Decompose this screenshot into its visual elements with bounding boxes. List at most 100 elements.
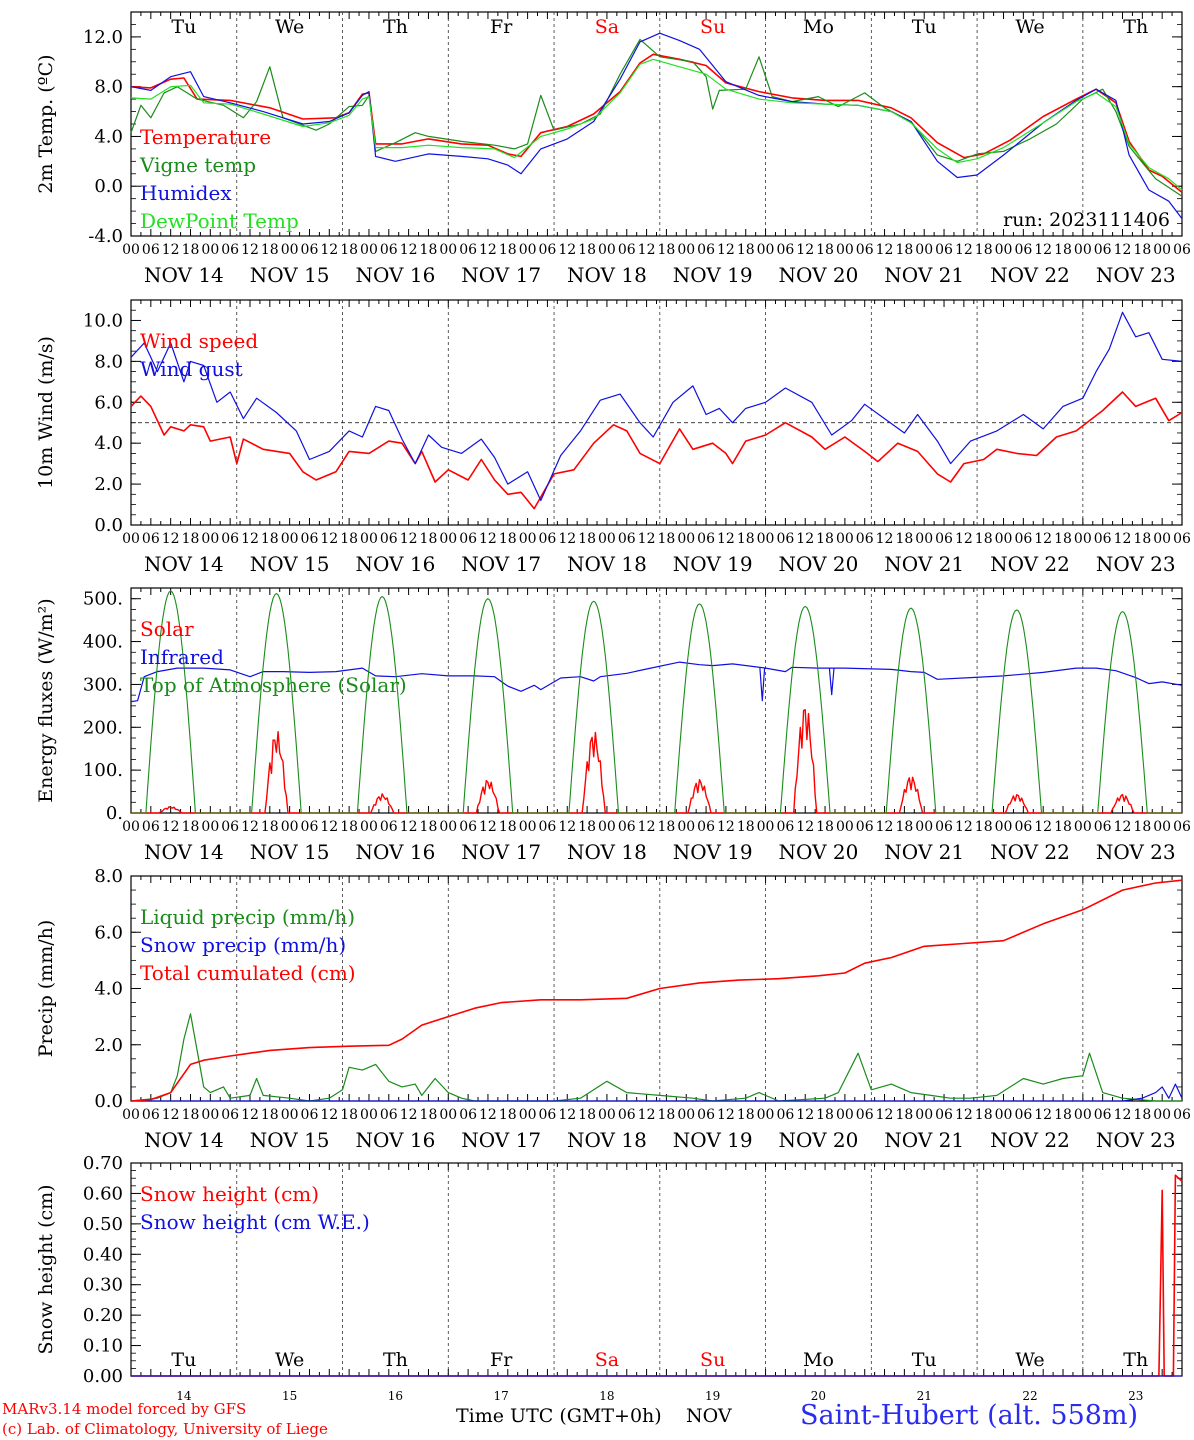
hour-tick-label: 06 (856, 1107, 874, 1123)
date-label: NOV 21 (884, 840, 964, 864)
hour-tick-label: 06 (776, 819, 794, 835)
hour-tick-label: 12 (955, 531, 973, 547)
hour-tick-label: 06 (459, 819, 477, 835)
hour-tick-label: 06 (856, 242, 874, 258)
hour-tick-label: 12 (479, 242, 497, 258)
series-snow-precip-mm-h (131, 1083, 1183, 1102)
series-dewpoint-temp (130, 58, 1183, 191)
hour-tick-label: 18 (578, 531, 596, 547)
hour-tick-label: 12 (320, 531, 338, 547)
hour-tick-label: 18 (1133, 819, 1151, 835)
hour-tick-label: 06 (380, 531, 398, 547)
day-number-label: 15 (282, 1389, 297, 1400)
hour-tick-label: 18 (340, 819, 358, 835)
day-number-label: 22 (1022, 1389, 1037, 1400)
hour-tick-label: 12 (876, 531, 894, 547)
hour-tick-label: 18 (261, 1107, 279, 1123)
hour-tick-label: 12 (796, 531, 814, 547)
hour-tick-label: 18 (816, 1107, 834, 1123)
hour-tick-label: 18 (895, 1107, 913, 1123)
date-label: NOV 22 (990, 840, 1070, 864)
date-label: NOV 19 (673, 1128, 753, 1152)
hour-tick-label: 12 (638, 1107, 656, 1123)
y-tick-label: 0.0 (94, 515, 123, 536)
hour-tick-label: 06 (142, 819, 160, 835)
y-axis-label: Energy fluxes (W/m²) (35, 598, 57, 802)
hour-tick-label: 18 (975, 531, 993, 547)
y-tick-label: 300. (83, 674, 123, 695)
hour-tick-label: 06 (1014, 531, 1032, 547)
date-label: NOV 18 (567, 1128, 647, 1152)
hour-tick-label: 00 (439, 819, 457, 835)
hour-tick-label: 06 (935, 819, 953, 835)
hour-tick-label: 12 (955, 1107, 973, 1123)
hour-tick-label: 06 (221, 819, 239, 835)
hour-tick-label: 12 (241, 819, 259, 835)
series-humidex (130, 32, 1183, 219)
hour-tick-label: 06 (459, 531, 477, 547)
hour-tick-label: 12 (717, 819, 735, 835)
hour-tick-label: 06 (459, 242, 477, 258)
legend-entry: Wind speed (140, 329, 258, 353)
date-label: NOV 14 (144, 840, 224, 864)
date-label: NOV 22 (990, 1128, 1070, 1152)
hour-tick-label: 00 (995, 242, 1013, 258)
hour-tick-label: 12 (955, 242, 973, 258)
weekday-label: Th (383, 1349, 408, 1371)
hour-tick-label: 12 (1114, 819, 1132, 835)
hour-tick-label: 06 (856, 531, 874, 547)
weekday-label: Sa (595, 16, 619, 38)
hour-tick-label: 18 (182, 242, 200, 258)
date-label: NOV 17 (461, 263, 541, 287)
y-tick-label: -4.0 (88, 226, 123, 247)
date-label: NOV 18 (567, 552, 647, 576)
legend-entry: Snow height (cm) (140, 1182, 319, 1206)
weekday-label: We (1015, 1349, 1044, 1371)
hour-tick-label: 12 (320, 819, 338, 835)
hour-tick-label: 00 (519, 242, 537, 258)
y-axis-label: 2m Temp. (ºC) (35, 54, 57, 193)
hour-tick-label: 00 (519, 531, 537, 547)
hour-tick-label: 12 (162, 531, 180, 547)
legend-entry: Humidex (140, 181, 232, 205)
hour-tick-label: 12 (1114, 242, 1132, 258)
hour-tick-label: 00 (598, 531, 616, 547)
date-label: NOV 14 (144, 263, 224, 287)
hour-tick-label: 00 (519, 1107, 537, 1123)
plot-frame (130, 299, 1183, 526)
hour-tick-label: 00 (1153, 531, 1171, 547)
hour-tick-label: 18 (658, 819, 676, 835)
date-label: NOV 17 (461, 840, 541, 864)
hour-tick-label: 00 (836, 242, 854, 258)
hour-tick-label: 00 (1074, 1107, 1092, 1123)
hour-tick-label: 00 (201, 1107, 219, 1123)
hour-tick-label: 12 (162, 1107, 180, 1123)
hour-tick-label: 00 (439, 531, 457, 547)
weekday-label: Fr (490, 1349, 513, 1371)
date-label: NOV 22 (990, 263, 1070, 287)
y-tick-label: 0.60 (83, 1183, 123, 1204)
date-label: NOV 20 (779, 1128, 859, 1152)
hour-tick-label: 06 (697, 1107, 715, 1123)
hour-tick-label: 00 (677, 242, 695, 258)
date-label: NOV 19 (673, 263, 753, 287)
hour-tick-label: 12 (320, 242, 338, 258)
hour-tick-label: 18 (182, 1107, 200, 1123)
hour-tick-label: 06 (776, 531, 794, 547)
hour-tick-label: 00 (836, 531, 854, 547)
hour-tick-label: 18 (420, 242, 438, 258)
date-label: NOV 17 (461, 1128, 541, 1152)
hour-tick-label: 18 (1133, 531, 1151, 547)
series-total-cumulated-cm (130, 879, 1183, 1102)
hour-tick-label: 00 (1074, 242, 1092, 258)
date-label: NOV 16 (356, 552, 436, 576)
x-axis-title: Time UTC (GMT+0h) (456, 1405, 662, 1427)
hour-tick-label: 06 (1094, 819, 1112, 835)
hour-tick-label: 18 (1054, 819, 1072, 835)
date-label: NOV 14 (144, 552, 224, 576)
date-label: NOV 21 (884, 552, 964, 576)
y-tick-label: 6.0 (94, 392, 123, 413)
hour-tick-label: 18 (737, 1107, 755, 1123)
hour-tick-label: 18 (499, 242, 517, 258)
hour-tick-label: 06 (301, 242, 319, 258)
